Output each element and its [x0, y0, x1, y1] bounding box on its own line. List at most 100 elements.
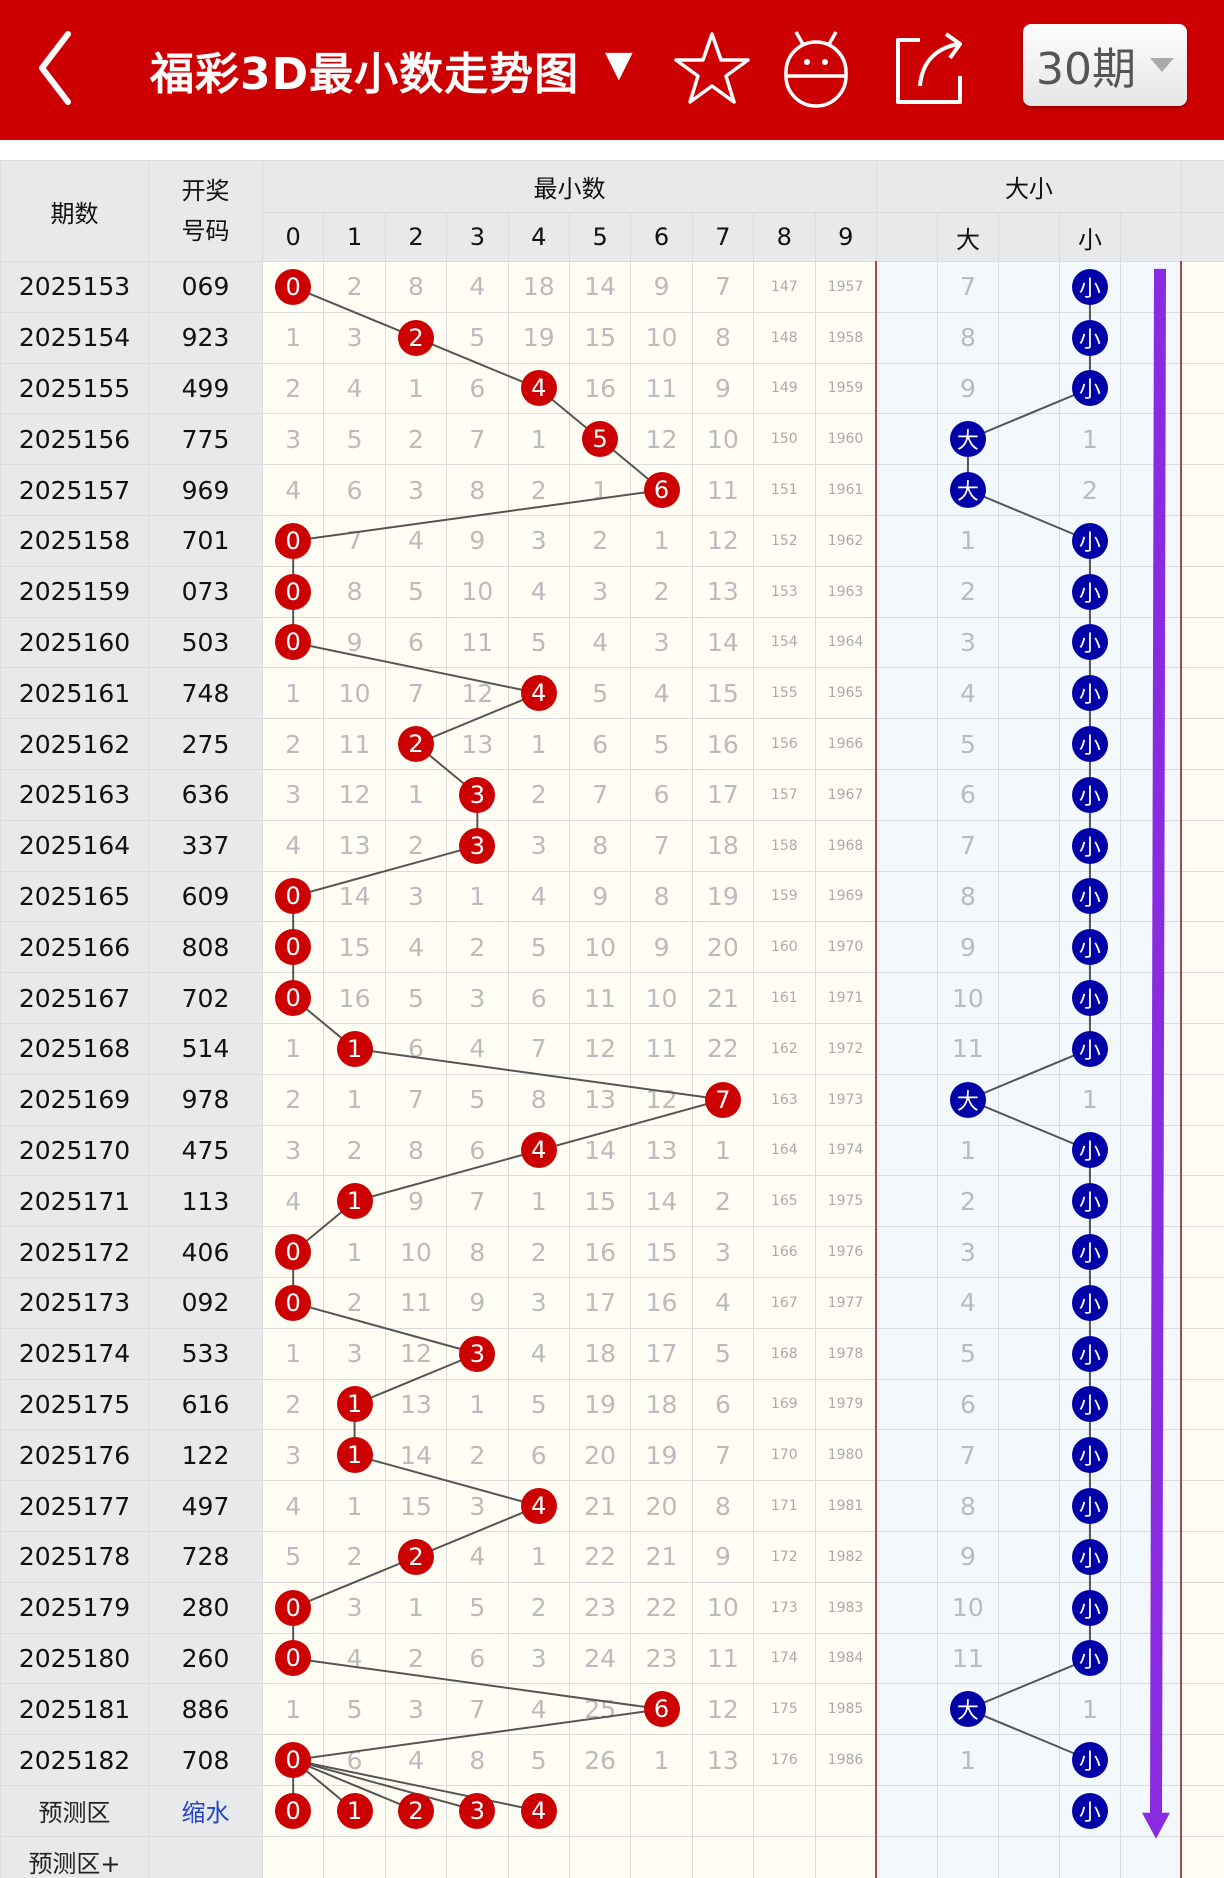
bs-cell	[997, 972, 1060, 1024]
big-ball: 大	[949, 421, 986, 458]
miss-count-cell: 6	[446, 1632, 509, 1685]
miss-count-cell: 1	[261, 1022, 325, 1075]
miss-count-cell: 2	[446, 921, 509, 974]
period-cell: 2025158	[0, 514, 149, 567]
empty-cell[interactable]	[997, 1835, 1060, 1878]
big-miss-count: 1	[936, 514, 999, 567]
small-ball: 小	[1071, 319, 1108, 356]
empty-cell[interactable]	[568, 1835, 632, 1878]
prediction-digit-cell[interactable]	[691, 1784, 755, 1837]
empty-cell[interactable]	[446, 1835, 509, 1878]
bs-cell	[997, 1683, 1060, 1736]
bs-cell: 小	[1058, 1124, 1121, 1177]
bs-cell	[875, 1683, 938, 1736]
prediction-bs-cell[interactable]: 小	[1058, 1784, 1121, 1837]
table-row: 2025171 113 4 1 9 7 1 15 14 2 165 1975 2 小	[0, 1175, 1224, 1228]
prediction-digit-cell[interactable]: 2	[384, 1784, 448, 1837]
miss-count-cell: 16	[568, 362, 632, 415]
period-header: 期数	[0, 160, 149, 262]
small-ball: 小	[1071, 980, 1108, 1017]
empty-cell[interactable]	[1119, 1835, 1182, 1878]
big-miss-count: 3	[936, 616, 999, 669]
big-miss-count: 9	[936, 362, 999, 415]
min-number-ball: 0	[275, 624, 312, 661]
bs-cell	[875, 972, 938, 1024]
miss-count-cell: 2	[323, 1276, 386, 1329]
miss-count-cell: 11	[630, 362, 693, 415]
table-row: 2025173 092 0 2 11 9 3 17 16 4 167 1977 4 小	[0, 1276, 1224, 1329]
miss-count-cell: 14	[630, 1175, 693, 1228]
title-dropdown-icon[interactable]: ▼	[605, 44, 633, 85]
empty-cell[interactable]	[384, 1835, 448, 1878]
prediction-small-ball: 小	[1071, 1792, 1108, 1829]
miss-count-cell: 1	[384, 768, 448, 821]
period-cell: 2025178	[0, 1530, 149, 1583]
miss-count-cell: 22	[691, 1022, 755, 1075]
miss-count-cell: 21	[568, 1480, 632, 1532]
draw-number-cell: 069	[148, 261, 263, 313]
small-ball: 小	[1071, 522, 1108, 559]
prediction-digit-cell[interactable]: 1	[323, 1784, 386, 1837]
prediction-bs-cell[interactable]	[936, 1784, 999, 1837]
miss-count-cell: 1961	[814, 464, 877, 516]
miss-count-cell: 3	[323, 311, 386, 364]
robot-icon[interactable]	[776, 26, 856, 110]
digit-cell: 0	[261, 1734, 325, 1786]
prediction-bs-cell[interactable]	[1119, 1784, 1182, 1837]
miss-count-cell: 4	[261, 464, 325, 516]
bs-cell: 小	[1058, 1734, 1121, 1786]
prediction-digit-cell[interactable]	[753, 1784, 816, 1837]
prediction-digit-cell[interactable]	[814, 1784, 877, 1837]
empty-cell[interactable]	[814, 1835, 877, 1878]
prediction-digit-cell[interactable]	[568, 1784, 632, 1837]
period-count-select[interactable]: 30期	[1023, 24, 1187, 106]
prediction-digit-cell[interactable]	[630, 1784, 693, 1837]
shrink-link[interactable]: 缩水	[148, 1784, 263, 1837]
miss-count-cell: 2	[261, 718, 325, 770]
empty-cell[interactable]	[261, 1835, 325, 1878]
prediction-bs-cell[interactable]	[997, 1784, 1060, 1837]
bs-cell	[1119, 1175, 1182, 1228]
bs-cell: 大	[936, 464, 999, 516]
miss-count-cell: 165	[753, 1175, 816, 1228]
table-row: 2025160 503 0 9 6 11 5 4 3 14 154 1964 3 小	[0, 616, 1224, 669]
empty-cell[interactable]	[323, 1835, 386, 1878]
miss-count-cell: 13	[691, 565, 755, 618]
prediction-digit-cell[interactable]: 4	[507, 1784, 570, 1837]
period-cell: 2025182	[0, 1734, 149, 1786]
prediction-bs-cell[interactable]	[875, 1784, 938, 1837]
empty-cell[interactable]	[630, 1835, 693, 1878]
bs-cell	[997, 1226, 1060, 1278]
big-ball: 大	[949, 1691, 986, 1728]
digit-cell: 0	[261, 1226, 325, 1278]
share-icon[interactable]	[890, 26, 970, 110]
draw-number-cell: 923	[148, 311, 263, 364]
table-row: 2025175 616 2 1 13 1 5 19 18 6 169 1979 6 小	[0, 1378, 1224, 1431]
min-number-ball: 2	[397, 319, 434, 356]
empty-cell[interactable]	[936, 1835, 999, 1878]
min-number-ball: 0	[275, 268, 312, 305]
big-small-group-header: 大小	[875, 160, 1182, 213]
empty-cell[interactable]	[507, 1835, 570, 1878]
empty-cell[interactable]	[1058, 1835, 1121, 1878]
star-icon[interactable]	[672, 26, 752, 110]
miss-count-cell: 25	[568, 1683, 632, 1736]
extra-cell	[1180, 1327, 1224, 1380]
empty-cell[interactable]	[875, 1835, 938, 1878]
miss-count-cell: 10	[446, 565, 509, 618]
miss-count-cell: 10	[630, 972, 693, 1024]
back-icon[interactable]	[30, 28, 80, 108]
empty-cell[interactable]	[753, 1835, 816, 1878]
miss-count-cell: 2	[507, 464, 570, 516]
empty-cell[interactable]	[691, 1835, 755, 1878]
miss-count-cell: 1968	[814, 819, 877, 872]
prediction-digit-cell[interactable]: 3	[446, 1784, 509, 1837]
page-title[interactable]: 福彩3D最小数走势图	[150, 49, 580, 100]
miss-count-cell: 11	[323, 718, 386, 770]
miss-count-cell: 11	[568, 972, 632, 1024]
prediction-digit-cell[interactable]: 0	[261, 1784, 325, 1837]
table-row: 2025164 337 4 13 2 3 3 8 7 18 158 1968 7 小	[0, 819, 1224, 872]
small-ball: 小	[1071, 1335, 1108, 1372]
period-cell: 2025163	[0, 768, 149, 821]
